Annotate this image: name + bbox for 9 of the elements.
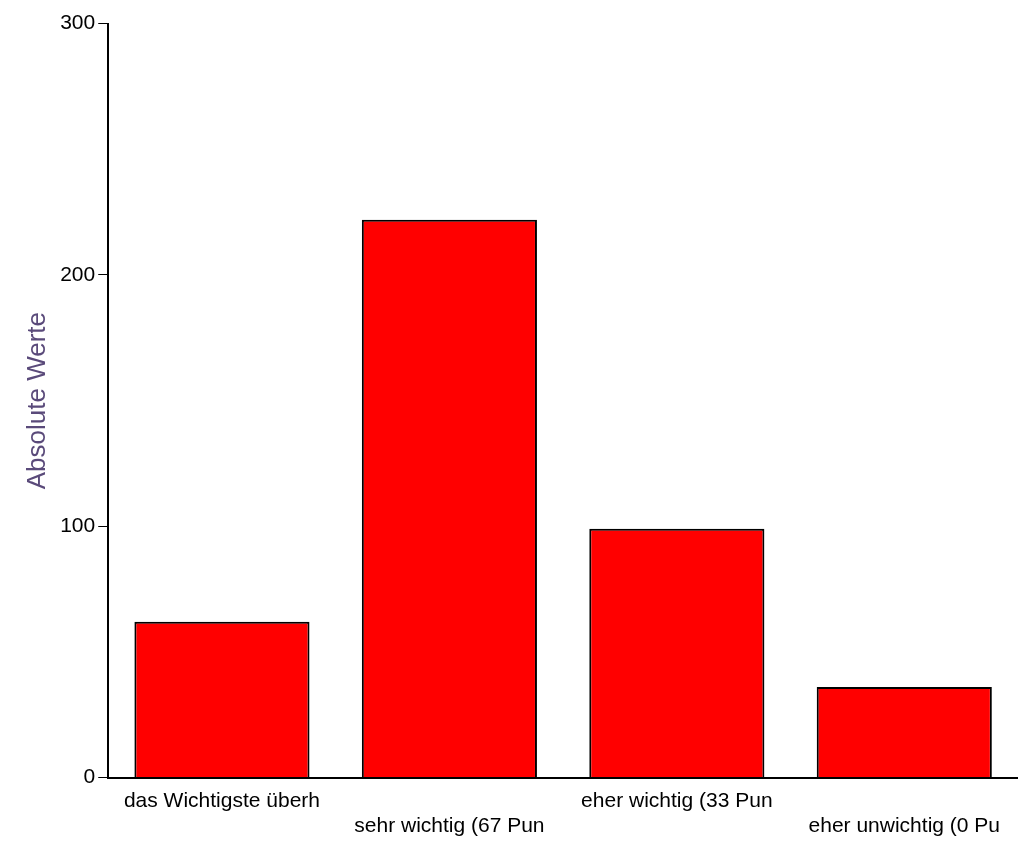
x-tick-label: das Wichtigste überh [123,788,321,811]
y-tick-label: 0 [83,764,96,788]
y-axis-title: Absolute Werte [20,311,51,490]
x-tick-label: eher unwichtig (0 Pu [808,813,1001,837]
x-tick-label: eher wichtig (33 Pun [581,788,773,811]
y-tick-label: 200 [60,261,96,285]
y-tick-label: 300 [60,10,96,34]
y-tick-label: 100 [60,513,96,537]
x-tick-label: sehr wichtig (67 Pun [354,813,545,837]
